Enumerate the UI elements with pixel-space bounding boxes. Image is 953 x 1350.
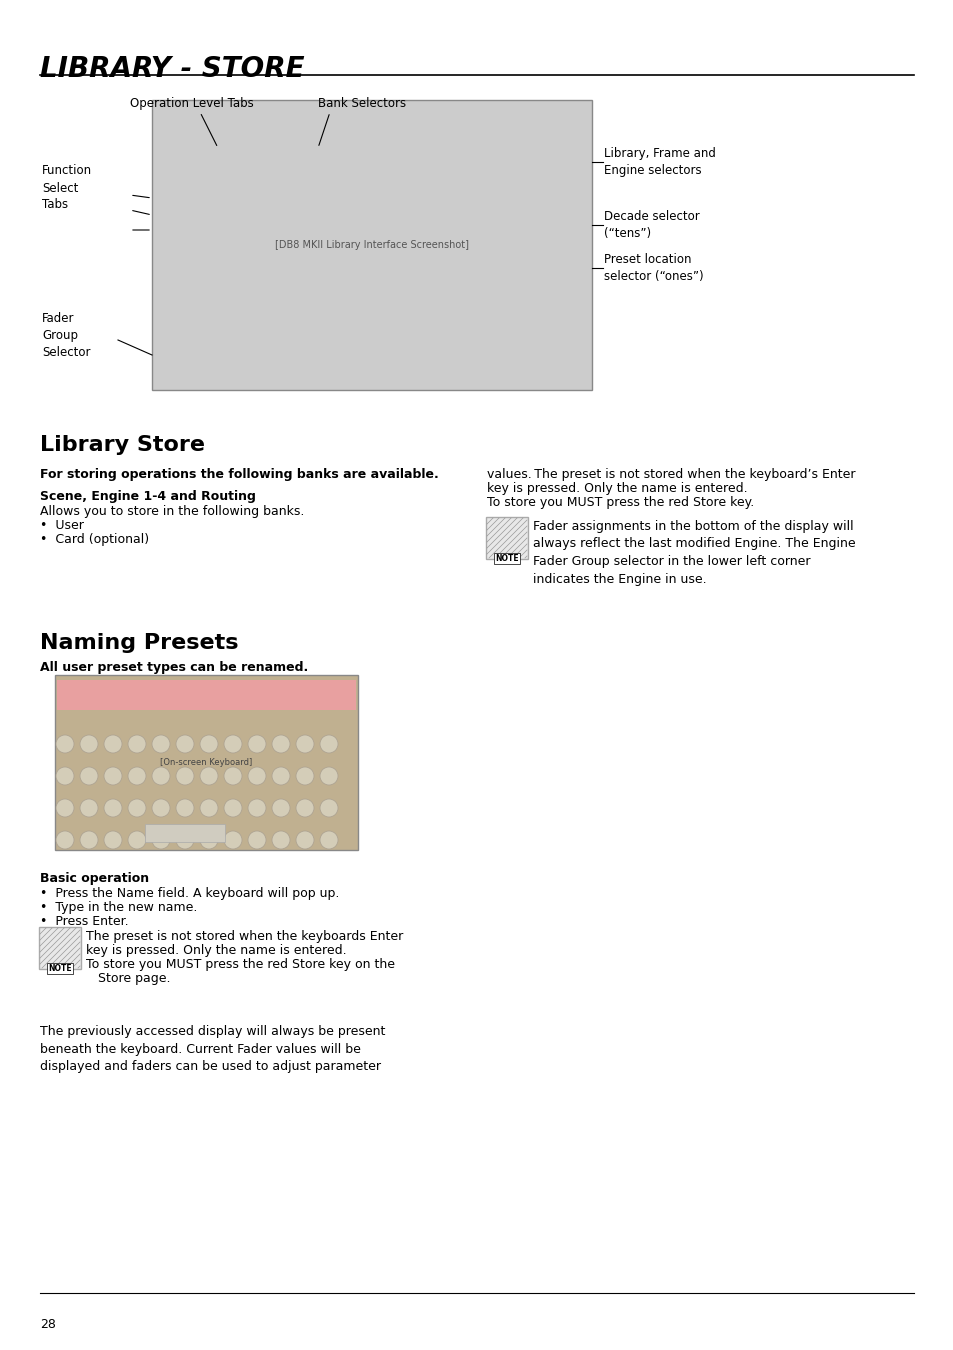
Circle shape [200,767,218,784]
Circle shape [224,734,242,753]
Circle shape [56,799,74,817]
Circle shape [56,832,74,849]
Circle shape [128,832,146,849]
Text: To store you MUST press the red Store key on the: To store you MUST press the red Store ke… [86,958,395,971]
Bar [57,680,355,710]
Text: Bank Selectors: Bank Selectors [317,97,406,109]
Circle shape [152,832,170,849]
Circle shape [175,734,193,753]
Text: Scene, Engine 1-4 and Routing: Scene, Engine 1-4 and Routing [40,490,255,504]
Text: Store page.: Store page. [98,972,171,986]
Circle shape [224,832,242,849]
Text: NOTE: NOTE [495,554,518,563]
Circle shape [200,799,218,817]
Circle shape [272,799,290,817]
Text: LIBRARY - STORE: LIBRARY - STORE [40,55,304,82]
FancyBboxPatch shape [152,100,592,390]
Circle shape [152,767,170,784]
Bar [145,824,225,842]
Circle shape [80,799,98,817]
FancyBboxPatch shape [39,927,81,969]
Text: NOTE: NOTE [49,964,71,973]
Circle shape [224,799,242,817]
Circle shape [248,734,266,753]
Circle shape [319,832,337,849]
Circle shape [319,767,337,784]
Text: Library Store: Library Store [40,435,205,455]
Text: Operation Level Tabs: Operation Level Tabs [130,97,253,109]
Circle shape [295,799,314,817]
Text: Function
Select
Tabs: Function Select Tabs [42,165,92,212]
Text: •  Press Enter.: • Press Enter. [40,915,129,927]
FancyBboxPatch shape [55,675,357,850]
Circle shape [128,767,146,784]
Text: Preset location
selector (“ones”): Preset location selector (“ones”) [603,252,703,284]
Circle shape [104,832,122,849]
Text: Basic operation: Basic operation [40,872,149,886]
Text: Naming Presets: Naming Presets [40,633,238,653]
Circle shape [295,734,314,753]
Text: The previously accessed display will always be present
beneath the keyboard. Cur: The previously accessed display will alw… [40,1025,385,1073]
Circle shape [175,832,193,849]
Text: To store you MUST press the red Store key.: To store you MUST press the red Store ke… [486,495,754,509]
Circle shape [272,734,290,753]
Text: All user preset types can be renamed.: All user preset types can be renamed. [40,662,308,674]
Circle shape [152,799,170,817]
Text: For storing operations the following banks are available.: For storing operations the following ban… [40,468,438,481]
Text: key is pressed. Only the name is entered.: key is pressed. Only the name is entered… [486,482,747,495]
Circle shape [128,734,146,753]
Circle shape [200,832,218,849]
Circle shape [248,767,266,784]
Circle shape [295,767,314,784]
Circle shape [80,832,98,849]
Text: •  Press the Name field. A keyboard will pop up.: • Press the Name field. A keyboard will … [40,887,339,900]
Circle shape [200,734,218,753]
Circle shape [104,799,122,817]
Text: Fader assignments in the bottom of the display will
always reflect the last modi: Fader assignments in the bottom of the d… [533,520,855,586]
Circle shape [175,799,193,817]
Text: values. The preset is not stored when the keyboard’s Enter: values. The preset is not stored when th… [486,468,855,481]
Circle shape [56,767,74,784]
Text: Fader
Group
Selector: Fader Group Selector [42,312,91,359]
Circle shape [104,767,122,784]
Text: •  Type in the new name.: • Type in the new name. [40,900,197,914]
Circle shape [56,734,74,753]
Text: •  User: • User [40,518,84,532]
Text: [On-screen Keyboard]: [On-screen Keyboard] [160,757,253,767]
Text: Library, Frame and
Engine selectors: Library, Frame and Engine selectors [603,147,715,177]
Circle shape [295,832,314,849]
Text: Decade selector
(“tens”): Decade selector (“tens”) [603,211,699,240]
Circle shape [80,767,98,784]
Circle shape [175,767,193,784]
Circle shape [272,767,290,784]
Circle shape [319,734,337,753]
Text: Allows you to store in the following banks.: Allows you to store in the following ban… [40,505,304,518]
Circle shape [80,734,98,753]
Circle shape [272,832,290,849]
Text: 28: 28 [40,1318,56,1331]
Circle shape [248,799,266,817]
Circle shape [248,832,266,849]
Circle shape [319,799,337,817]
Circle shape [224,767,242,784]
Text: •  Card (optional): • Card (optional) [40,533,149,545]
Text: key is pressed. Only the name is entered.: key is pressed. Only the name is entered… [86,944,346,957]
Circle shape [128,799,146,817]
FancyBboxPatch shape [485,517,527,559]
Text: The preset is not stored when the keyboards Enter: The preset is not stored when the keyboa… [86,930,403,944]
Text: [DB8 MKII Library Interface Screenshot]: [DB8 MKII Library Interface Screenshot] [274,240,469,250]
Circle shape [152,734,170,753]
Circle shape [104,734,122,753]
